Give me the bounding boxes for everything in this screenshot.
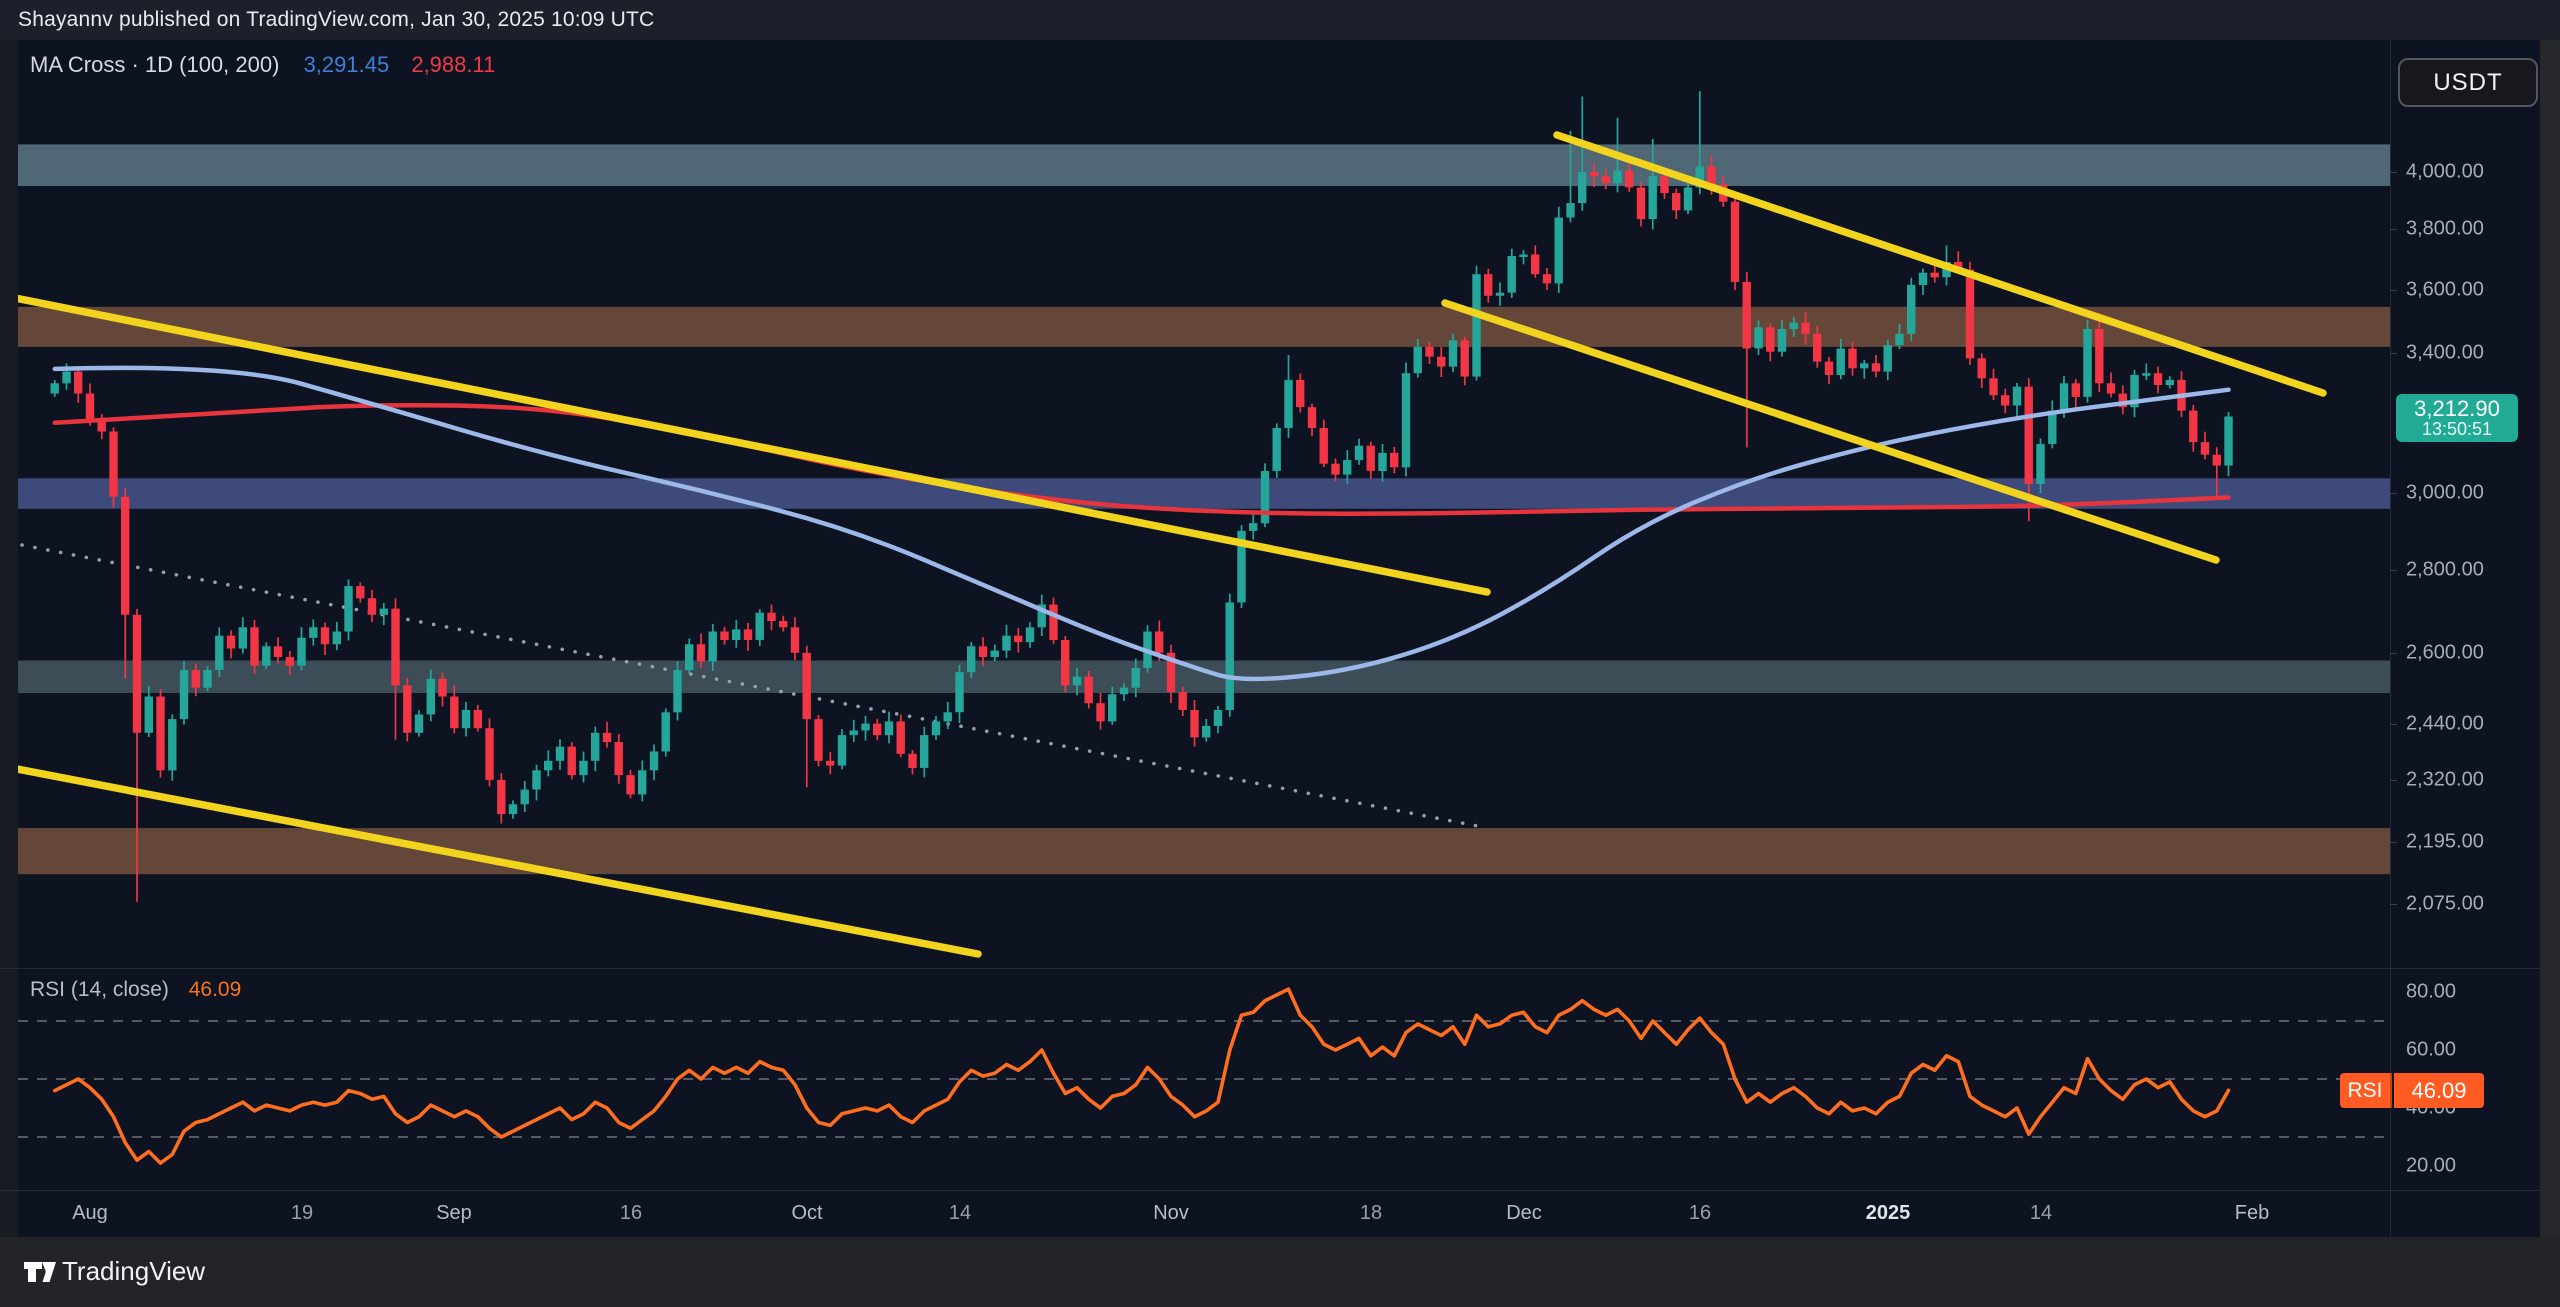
ma200-line [52, 402, 2231, 516]
time-axis-label: Sep [436, 1202, 472, 1224]
ma200-value: 2,988.11 [411, 52, 496, 77]
price-axis-label: 3,800.00 [2406, 217, 2484, 240]
pane-separator[interactable] [0, 968, 2540, 969]
page-right-margin [2540, 40, 2560, 1237]
price-axis-label: 2,800.00 [2406, 558, 2484, 581]
price-axis-label: 3,400.00 [2406, 341, 2484, 364]
price-axis-label: 2,600.00 [2406, 641, 2484, 664]
time-axis-label: Feb [2234, 1202, 2270, 1224]
candlestick-series [50, 91, 2233, 902]
published-line: Shayannv published on TradingView.com, J… [18, 8, 655, 31]
tradingview-logo-icon[interactable] [22, 1254, 58, 1290]
last-price: 3,212.90 [2414, 396, 2500, 421]
price-axis-separator [2390, 40, 2391, 1237]
tradingview-brand-text[interactable]: TradingView [62, 1256, 206, 1286]
time-axis-label: 14 [948, 1202, 972, 1224]
price-axis-label: 2,195.00 [2406, 830, 2484, 853]
time-axis-label: 19 [290, 1202, 314, 1224]
price-axis-label: 4,000.00 [2406, 160, 2484, 183]
rsi-axis-label: 80.00 [2406, 980, 2457, 1003]
time-axis-label: 14 [2029, 1202, 2053, 1224]
bar-countdown: 13:50:51 [2421, 419, 2493, 439]
price-axis-label: 2,320.00 [2406, 768, 2484, 791]
rsi-value: 46.09 [188, 978, 242, 1001]
rsi-axis-label: 60.00 [2406, 1038, 2457, 1061]
rsi-title: RSI (14, close) [30, 978, 169, 1001]
ma100-line [52, 365, 2231, 682]
time-axis-label: 18 [1359, 1202, 1383, 1224]
price-axis-label: 2,440.00 [2406, 712, 2484, 735]
indicator-title: MA Cross · 1D (100, 200) [30, 52, 280, 77]
chart-panel [0, 40, 2540, 1237]
time-axis-label: Aug [72, 1202, 108, 1224]
price-axis-label: 3,600.00 [2406, 278, 2484, 301]
rsi-legend[interactable]: RSI (14, close) 46.09 [30, 978, 241, 1002]
rsi-axis-label: 20.00 [2406, 1154, 2457, 1177]
price-axis-label: 2,075.00 [2406, 892, 2484, 915]
dotted-trendline [20, 543, 1490, 830]
time-axis-label: 2025 [1865, 1202, 1911, 1224]
indicator-legend[interactable]: MA Cross · 1D (100, 200) 3,291.45 2,988.… [30, 52, 495, 78]
yellow-trendlines [18, 131, 2327, 958]
chart-left-margin [0, 40, 18, 1237]
time-axis-label: Dec [1506, 1202, 1542, 1224]
price-axis-label: 3,000.00 [2406, 481, 2484, 504]
last-price-badge: 3,212.90 13:50:51 [2396, 394, 2518, 442]
rsi-axis-badge-label: RSI [2340, 1073, 2392, 1108]
rsi-axis-badge-value: 46.09 [2394, 1073, 2484, 1108]
footer-bar: TradingView [0, 1237, 2560, 1307]
time-axis-label: 16 [1688, 1202, 1712, 1224]
rsi-line [53, 987, 2231, 1165]
ma100-value: 3,291.45 [303, 52, 390, 77]
time-axis-label: Oct [791, 1202, 823, 1224]
publish-header-bar: Shayannv published on TradingView.com, J… [0, 0, 2560, 40]
time-axis-label: 16 [619, 1202, 643, 1224]
time-axis-separator [0, 1190, 2540, 1191]
currency-toggle-button[interactable]: USDT [2398, 58, 2538, 107]
time-axis-label: Nov [1153, 1202, 1189, 1224]
